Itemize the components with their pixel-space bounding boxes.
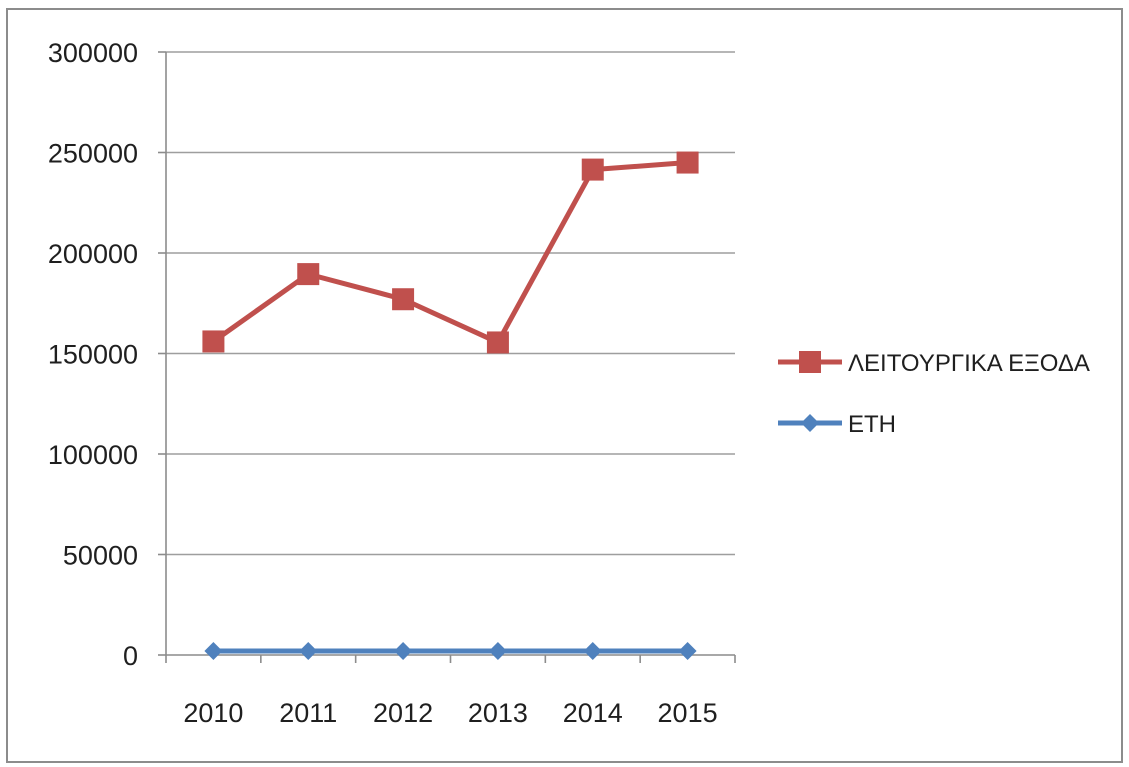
data-point-ετη [204, 641, 223, 660]
y-tick-label: 250000 [48, 139, 138, 169]
x-axis-tick-labels: 2010 2011 2012 2013 2014 2015 [183, 698, 717, 728]
y-tick-label: 0 [123, 641, 138, 671]
legend-marker-ετη [801, 414, 819, 432]
x-tick-label: 2012 [373, 698, 433, 728]
y-tick-label: 300000 [48, 38, 138, 68]
data-point-λειτουργικα-εξοδα [486, 331, 509, 354]
data-point-λειτουργικα-εξοδα [581, 158, 604, 181]
data-point-ετη [488, 641, 507, 660]
data-point-ετη [678, 641, 697, 660]
x-tick-label: 2013 [468, 698, 528, 728]
data-point-ετη [583, 641, 602, 660]
data-point-λειτουργικα-εξοδα [392, 288, 415, 311]
y-axis-tick-labels: 0 50000 100000 150000 200000 250000 300000 [48, 38, 138, 671]
legend: ΛΕΙΤΟΥΡΓΙΚΑ ΕΞΟΔΑ ΕΤΗ [778, 350, 1090, 438]
gridlines [166, 51, 735, 556]
data-point-λειτουργικα-εξοδα [202, 330, 225, 353]
x-tick-label: 2015 [658, 698, 718, 728]
chart-area [6, 8, 1123, 763]
data-point-λειτουργικα-εξοδα [676, 151, 699, 174]
legend-marker-λειτουργικα-εξοδα [799, 351, 821, 373]
x-tick-label: 2010 [183, 698, 243, 728]
y-tick-label: 100000 [48, 440, 138, 470]
data-point-ετη [299, 641, 318, 660]
axes [158, 51, 736, 663]
data-point-λειτουργικα-εξοδα [297, 263, 320, 286]
x-tick-label: 2014 [563, 698, 623, 728]
legend-label-λειτουργικα-εξοδα: ΛΕΙΤΟΥΡΓΙΚΑ ΕΞΟΔΑ [848, 350, 1090, 377]
y-tick-label: 150000 [48, 340, 138, 370]
series-line-λειτουργικα-εξοδα [211, 160, 688, 345]
series-lines [202, 151, 699, 660]
y-tick-label: 200000 [48, 239, 138, 269]
legend-label-ετη: ΕΤΗ [848, 411, 896, 438]
x-tick-label: 2011 [279, 698, 337, 728]
y-tick-label: 50000 [63, 541, 138, 571]
data-point-ετη [394, 641, 413, 660]
